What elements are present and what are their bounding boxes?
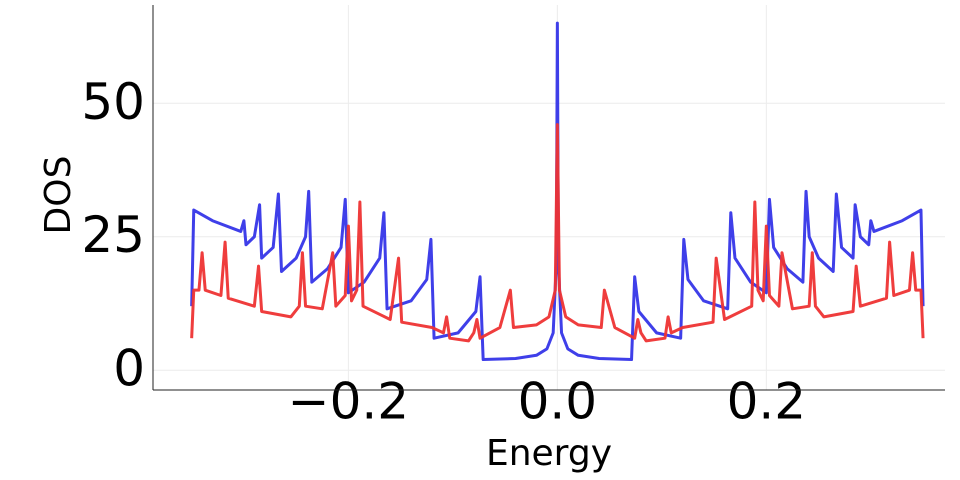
x-axis-label: Energy	[486, 433, 612, 474]
x-tick-label: 0.2	[727, 373, 807, 431]
data-line	[190, 21, 925, 362]
y-tick-label: 25	[81, 206, 145, 264]
data-line	[190, 123, 925, 343]
y-axis-label: DOS	[38, 156, 79, 235]
x-tick-label: −0.2	[288, 373, 409, 431]
x-tick-label: 0.0	[518, 373, 598, 431]
y-tick-label: 50	[81, 73, 145, 131]
y-tick-label: 0	[113, 340, 145, 398]
